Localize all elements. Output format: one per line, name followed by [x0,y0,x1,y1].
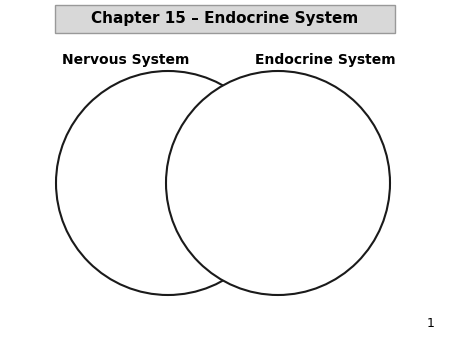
Text: Nervous System: Nervous System [62,53,189,67]
Circle shape [56,71,280,295]
Circle shape [166,71,390,295]
FancyBboxPatch shape [55,5,395,33]
Text: Chapter 15 – Endocrine System: Chapter 15 – Endocrine System [91,11,359,26]
Text: Endocrine System: Endocrine System [255,53,396,67]
Text: 1: 1 [427,317,435,330]
